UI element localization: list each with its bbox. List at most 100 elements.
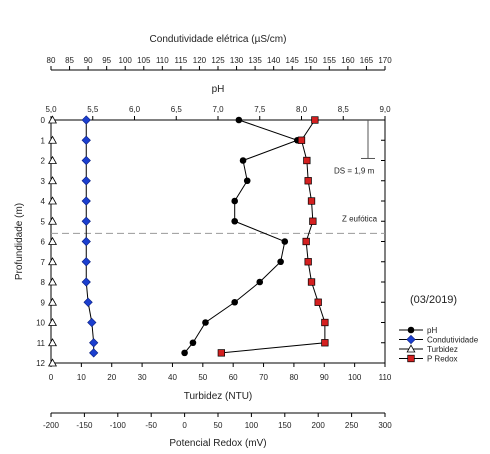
ph-point	[231, 217, 238, 225]
plot-frame	[50, 119, 386, 364]
p-redox-point	[302, 237, 310, 246]
p-redox-point	[307, 278, 316, 286]
conductivity-tick-label: 80	[47, 56, 56, 65]
condutividade-point	[81, 115, 91, 125]
ph-point	[202, 319, 209, 326]
conductivity-axis-title: Condutividade elétrica (µS/cm)	[150, 34, 287, 45]
secchi-depth-label: DS = 1,9 m	[334, 166, 375, 175]
period-label: (03/2019)	[410, 294, 457, 306]
turbidity-tick-label: 90	[320, 373, 329, 382]
p-redox-point	[321, 339, 329, 347]
ph-point	[189, 339, 197, 347]
ph-tick-label: 8,5	[338, 105, 350, 114]
turbidez-point	[48, 317, 57, 326]
condutividade-point	[81, 216, 91, 226]
condutividade-point	[81, 196, 91, 206]
ph-tick-label: 9,0	[379, 105, 391, 114]
conductivity-tick-label: 105	[137, 56, 151, 65]
plot-area: Z eufótica DS = 1,9 m	[50, 119, 386, 364]
conductivity-tick-label: 140	[267, 56, 281, 65]
ph-point	[231, 298, 238, 306]
ph-tick-label: 5,5	[87, 105, 99, 114]
ph-tick-label: 7,5	[254, 105, 266, 114]
turbidity-tick-label: 40	[168, 373, 177, 382]
condutividade-point	[83, 297, 93, 307]
depth-tick-label: 3	[41, 177, 46, 186]
turbidez-point	[48, 155, 57, 164]
depth-tick-label: 7	[41, 258, 46, 267]
conductivity-tick-label: 135	[248, 56, 262, 65]
depth-tick-label: 1	[41, 136, 46, 145]
p-redox-point	[311, 116, 319, 124]
turbidez-point	[48, 277, 57, 286]
turbidez-point	[48, 236, 57, 245]
condutividade-series-line	[85, 120, 95, 353]
conductivity-tick-label: 130	[230, 56, 244, 65]
turbidez-point	[48, 176, 57, 185]
redox-tick-label: 150	[278, 421, 292, 430]
ph-tick-label: 6,0	[129, 105, 141, 114]
redox-tick-label: 0	[182, 421, 187, 430]
conductivity-tick-label: 90	[84, 56, 93, 65]
condutividade-point	[89, 348, 99, 358]
conductivity-tick-label: 150	[304, 56, 318, 65]
condutividade-point	[81, 277, 91, 287]
redox-tick-label: 200	[312, 421, 326, 430]
turbidez-point	[48, 115, 57, 124]
condutividade-point	[89, 338, 99, 348]
turbidity-tick-label: 30	[138, 373, 147, 382]
condutividade-point	[81, 135, 91, 145]
turbidez-point	[48, 196, 57, 205]
ph-tick-label: 6,5	[171, 105, 183, 114]
depth-tick-label: 6	[41, 238, 46, 247]
depth-tick-label: 0	[41, 116, 46, 125]
redox-tick-label: -200	[43, 421, 60, 430]
turbidez-point	[48, 338, 57, 347]
depth-tick-label: 2	[41, 157, 46, 166]
ph-point	[181, 349, 188, 357]
p-redox-point	[304, 258, 312, 266]
turbidity-tick-label: 10	[77, 373, 86, 382]
legend-marker-ph	[407, 326, 415, 334]
bottom-axes: 0 10 20 30 40 50 60 70 80 90 100 110 Turbidez (NTU) -…	[43, 362, 392, 449]
condutividade-point	[81, 236, 91, 247]
ph-point	[281, 238, 289, 245]
turbidity-tick-label: 20	[107, 373, 116, 382]
ph-point	[256, 278, 264, 286]
ph-tick-label: 7,0	[212, 105, 224, 114]
ph-axis-title: pH	[212, 84, 225, 95]
turbidity-axis-title: Turbidez (NTU)	[184, 391, 253, 402]
conductivity-tick-label: 95	[102, 56, 111, 65]
p-redox-point	[304, 177, 312, 185]
turbidez-point	[48, 216, 57, 225]
redox-tick-label: -50	[145, 421, 157, 430]
redox-tick-label: 100	[245, 421, 259, 430]
redox-tick-label: -100	[110, 421, 127, 430]
depth-tick-label: 12	[36, 359, 45, 368]
turbidity-tick-label: 0	[49, 373, 54, 382]
depth-tick-label: 4	[41, 197, 46, 206]
condutividade-point	[87, 317, 97, 328]
ph-tick-label: 5,0	[45, 105, 57, 114]
p-redox-point	[321, 318, 329, 327]
conductivity-tick-label: 165	[360, 56, 374, 65]
conductivity-tick-label: 125	[211, 56, 225, 65]
p-redox-point	[314, 298, 322, 306]
depth-axis-title: Profundidade (m)	[14, 203, 25, 280]
legend-label-turbidez: Turbidez	[427, 345, 458, 354]
turbidez-point	[48, 358, 57, 367]
legend-marker-turbidez	[406, 344, 416, 353]
ph-tick-label: 8,0	[296, 105, 308, 114]
ph-point	[235, 116, 243, 124]
condutividade-point	[81, 257, 91, 267]
legend-marker-p-redox	[407, 354, 415, 363]
ph-point	[231, 197, 238, 205]
top-axes: 80 85 90 95 100 105 110 115 120 125 130 135 140 145 15…	[45, 34, 392, 121]
turbidez-point	[48, 297, 57, 306]
conductivity-tick-label: 120	[193, 56, 207, 65]
redox-tick-label: -150	[76, 421, 93, 430]
turbidity-tick-label: 110	[379, 373, 392, 382]
redox-tick-label: 250	[345, 421, 359, 430]
turbidity-tick-label: 70	[259, 373, 268, 382]
